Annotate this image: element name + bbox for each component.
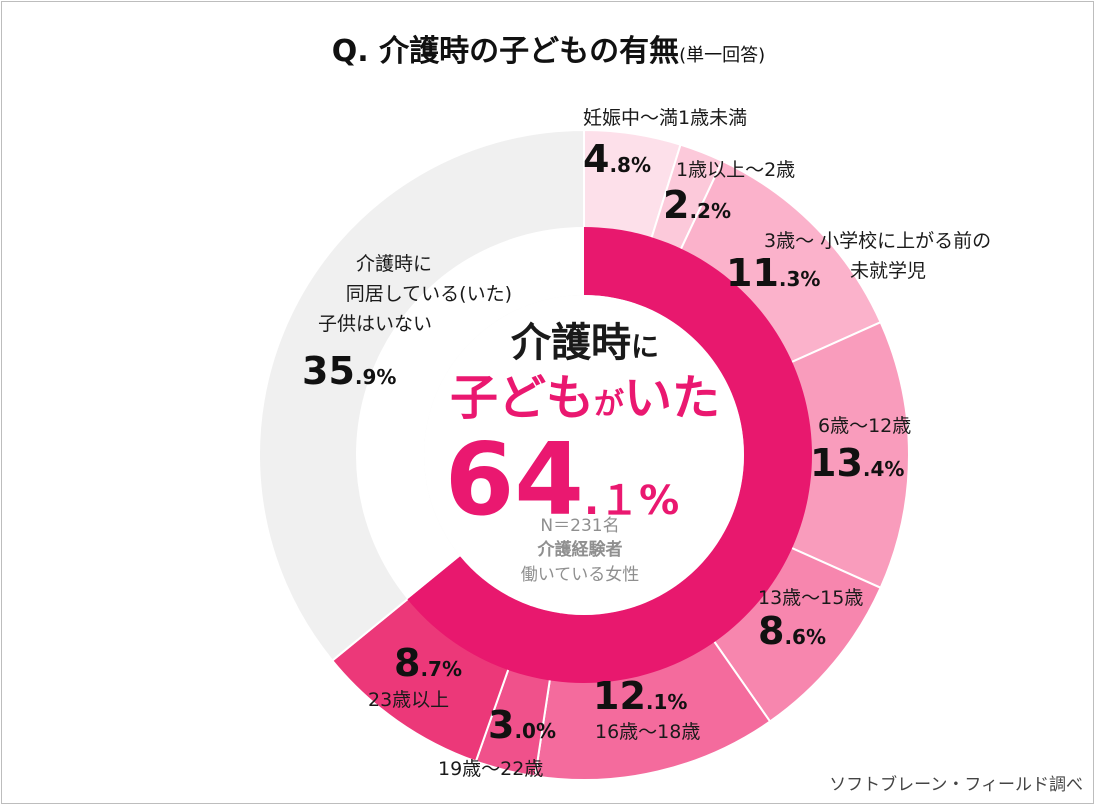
outer-label-1: 妊娠中～満1歳未満 — [583, 107, 747, 129]
title-sub: (単一回答) — [679, 45, 766, 66]
sample-size: N＝231名 — [540, 516, 619, 536]
sample-group-2: 働いている女性 — [521, 565, 640, 585]
center-label-1: 介護時に — [511, 320, 659, 366]
outer-value-3: 11.3% — [726, 251, 820, 295]
center-label-2: 子どもがいた — [450, 370, 720, 426]
outer-label-6: 16歳～18歳 — [595, 721, 700, 743]
outer-label-3-line-2: 未就学児 — [850, 260, 926, 282]
outer-value-9: 35.9% — [302, 349, 396, 393]
inner-slice-2 — [355, 227, 584, 600]
outer-value-6: 12.1% — [593, 674, 687, 718]
outer-value-4: 13.4% — [810, 441, 904, 485]
center-percent: 64.１% — [445, 421, 679, 538]
outer-label-7: 19歳～22歳 — [438, 758, 543, 780]
outer-label-9-line-3: 子供はいない — [318, 313, 432, 335]
outer-label-9-line-1: 介護時に — [356, 253, 432, 275]
donut-hole — [424, 295, 744, 615]
source-note: ソフトブレーン・フィールド調べ — [829, 775, 1083, 795]
outer-label-9-line-2: 同居している(いた) — [346, 283, 512, 305]
outer-value-2: 2.2% — [663, 183, 731, 227]
outer-label-8: 23歳以上 — [368, 689, 449, 711]
outer-label-2: 1歳以上～2歳 — [676, 159, 795, 181]
outer-label-3-line-1: 3歳～ 小学校に上がる前の — [764, 230, 991, 252]
outer-value-7: 3.0% — [488, 703, 556, 747]
chart-title: Q. 介護時の子どもの有無(単一回答) — [0, 26, 1097, 70]
outer-value-1: 4.8% — [583, 137, 651, 181]
outer-label-4: 6歳～12歳 — [818, 415, 911, 437]
inner-slice-1 — [407, 227, 812, 683]
outer-label-5: 13歳～15歳 — [758, 587, 863, 609]
outer-value-5: 8.6% — [758, 609, 826, 653]
title-main: Q. 介護時の子どもの有無 — [331, 34, 680, 69]
sample-group: 介護経験者 — [537, 539, 623, 560]
outer-value-8: 8.7% — [394, 641, 462, 685]
